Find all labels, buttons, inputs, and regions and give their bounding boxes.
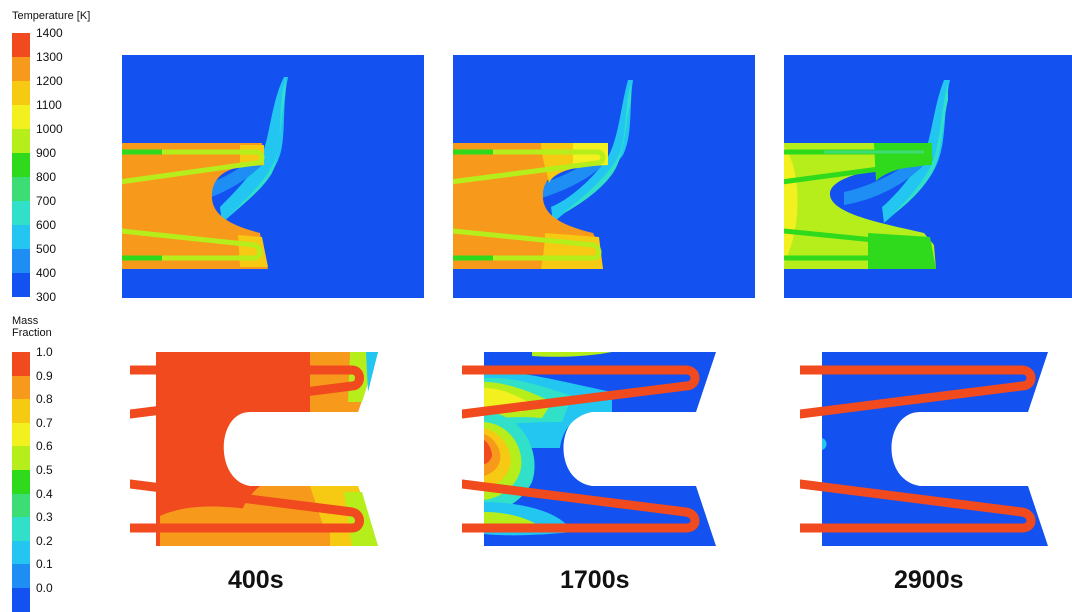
temperature-legend-title: Temperature [K] [12, 10, 91, 22]
mass-fraction-colorbar-band [12, 352, 30, 376]
temperature-tick-label: 1400 [36, 26, 63, 40]
temperature-tick-label: 1100 [36, 98, 62, 112]
mass-fraction-panel-1700s [462, 352, 716, 546]
mass-fraction-tick-label: 0.7 [36, 415, 53, 430]
mass-fraction-tick-label: 0.5 [36, 463, 53, 477]
mass-fraction-colorbar-band [12, 517, 30, 541]
time-label-2900s: 2900s [894, 566, 964, 594]
temperature-tick-label: 1000 [36, 122, 63, 136]
temperature-tick-label: 1300 [36, 50, 63, 64]
temperature-tick-label: 500 [36, 242, 57, 256]
temperature-colorbar-band [12, 249, 30, 273]
time-label-1700s: 1700s [560, 566, 630, 594]
temperature-panel-1700s [453, 55, 755, 298]
time-label-400s: 400s [228, 566, 284, 594]
mass-fraction-panel-2900s [800, 352, 1048, 546]
mass-fraction-colorbar-band [12, 375, 30, 400]
mass-fraction-tick-label: 0.0 [36, 581, 53, 595]
mass-fraction-tick-label: 0.9 [36, 368, 53, 383]
mass-fraction-colorbar-band [12, 493, 30, 518]
temperature-colorbar-band [12, 81, 30, 105]
mass-fraction-tick-label: 0.3 [36, 510, 53, 525]
temperature-tick-label: 600 [36, 218, 57, 232]
mass-fraction-colorbar-band [12, 564, 30, 588]
mass-fraction-legend-title-line2: Fraction [12, 327, 52, 339]
mass-fraction-colorbar-band [12, 446, 30, 470]
mass-fraction-tick-label: 1.0 [36, 345, 53, 359]
temperature-colorbar-band [12, 33, 30, 57]
mass-fraction-tick-label: 0.4 [36, 486, 53, 501]
temperature-tick-label: 800 [36, 170, 57, 184]
temperature-colorbar-band [12, 153, 30, 177]
mass-fraction-panel-400s [130, 352, 378, 546]
temperature-colorbar-band [12, 273, 30, 297]
temperature-tick-label: 900 [36, 146, 57, 160]
mass-fraction-colorbar-band [12, 588, 30, 612]
temperature-colorbar-band [12, 129, 30, 153]
temperature-tick-label: 1200 [36, 74, 63, 88]
temperature-tick-label: 300 [36, 290, 57, 304]
mass-fraction-legend-title-line1: Mass [12, 315, 39, 327]
temperature-colorbar-band [12, 105, 30, 129]
temperature-legend: Temperature [K] 1400 1300 1200 1100 1000 900 8… [0, 0, 110, 305]
mass-fraction-tick-label: 0.8 [36, 392, 53, 407]
temperature-panel-2900s [784, 55, 1072, 298]
temperature-colorbar-band [12, 201, 30, 225]
mass-fraction-tick-label: 0.1 [36, 557, 53, 572]
mass-fraction-legend: Mass Fraction 1.0 0.9 0.8 0.7 0.6 0.5 0.4 0.3 0.… [0, 312, 110, 612]
mass-fraction-tick-label: 0.6 [36, 439, 53, 454]
temperature-colorbar-band [12, 225, 30, 249]
mass-fraction-colorbar-band [12, 422, 30, 447]
temperature-colorbar-band [12, 57, 30, 81]
mass-fraction-colorbar-band [12, 540, 30, 565]
temperature-colorbar-band [12, 177, 30, 201]
mass-fraction-colorbar-band [12, 399, 30, 423]
temperature-panel-400s [122, 55, 424, 298]
mass-fraction-colorbar-band [12, 470, 30, 494]
temperature-tick-label: 700 [36, 194, 57, 208]
temperature-tick-label: 400 [36, 266, 57, 280]
mass-fraction-tick-label: 0.2 [36, 533, 53, 548]
